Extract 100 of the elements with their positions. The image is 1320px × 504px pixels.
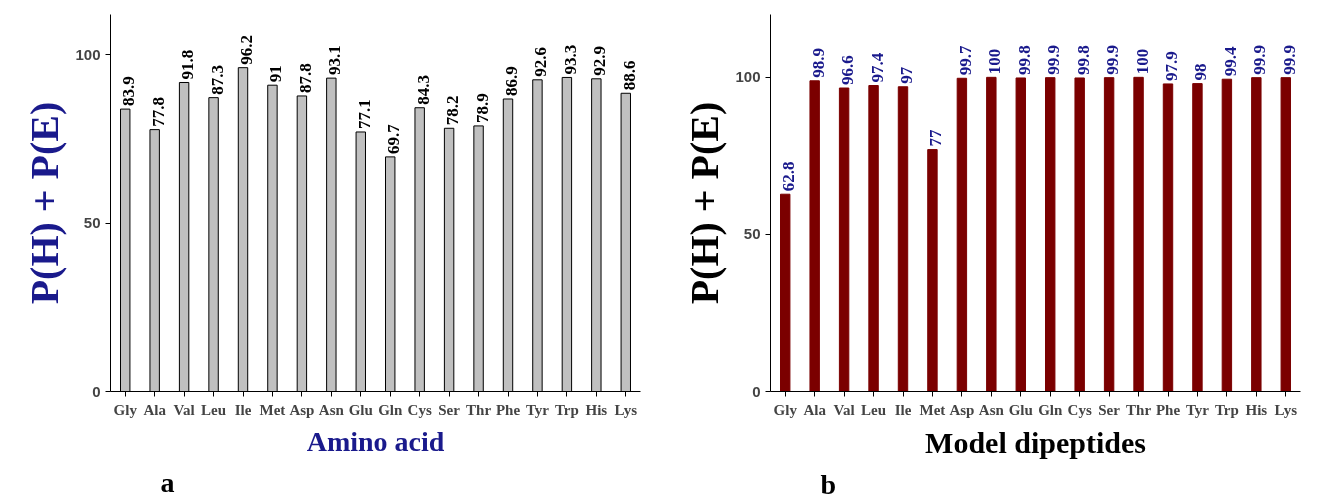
data-label: 92.6 [531,47,551,77]
x-tick-label: Leu [201,401,227,418]
data-label: 99.7 [955,45,975,76]
bar [1192,83,1203,392]
data-label: 88.6 [619,60,639,91]
bar [927,149,938,392]
y-tick-label: 0 [92,382,101,400]
y-tick-label: 50 [743,225,761,243]
y-tick-label: 50 [83,214,101,232]
data-label: 99.4 [1220,45,1240,77]
data-label: 99.8 [1014,45,1034,75]
x-tick-label: Trp [554,401,579,418]
data-label: 91 [266,65,286,83]
data-label: 77.1 [354,99,374,129]
data-label: 93.1 [325,45,345,76]
x-tick-label: Phe [495,401,521,418]
data-label: 99.9 [1279,44,1299,75]
data-label: 91.8 [178,49,198,80]
y-tick-label: 0 [752,382,761,400]
bar [956,77,968,392]
data-label: 96.6 [838,55,858,86]
x-tick-label: Val [833,401,855,418]
data-label: 97.4 [867,52,887,83]
x-tick-label: Ala [143,401,167,418]
data-label: 93.3 [560,44,580,75]
data-label: 62.8 [779,161,799,192]
data-label: 87.8 [295,63,315,93]
data-label: 99.9 [1044,44,1064,75]
x-tick-label: Ile [234,401,252,418]
data-label: 78.2 [443,95,463,126]
x-tick-label: Phe [1155,401,1181,418]
bar [1162,83,1174,392]
x-tick-label: Gln [378,401,403,418]
x-tick-label: Tyr [525,401,550,418]
bar [1133,76,1144,392]
x-tick-label: Ser [1098,401,1121,418]
bar [1074,77,1085,392]
bar [1103,77,1115,392]
data-label: 77 [926,129,946,147]
x-tick-label: Gln [1038,401,1063,418]
data-label: 99.9 [1250,44,1270,75]
x-tick-label: Tyr [1185,401,1210,418]
x-tick-label: Leu [861,401,887,418]
x-tick-label: Asn [318,401,345,418]
data-label: 97 [897,66,916,84]
bar [986,76,997,392]
x-tick-label: Gly [773,401,798,418]
x-tick-label: Ile [894,401,912,418]
y-tick-label: 100 [75,45,101,63]
x-tick-label: Thr [466,401,492,418]
x-tick-label: Cys [407,401,432,418]
y-tick-label: 100 [735,68,761,86]
bar [868,85,879,392]
data-label: 98.9 [808,48,828,78]
data-label: 92.9 [590,46,610,76]
x-tick-label: Trp [1214,401,1239,418]
x-tick-label: Lys [614,401,638,418]
x-tick-label: His [585,401,608,418]
x-tick-label: Glu [1008,401,1033,418]
x-tick-label: Met [919,401,946,418]
bar [780,193,791,392]
data-label: 84.3 [413,74,433,105]
x-tick-label: Ala [803,401,827,418]
data-label: 86.9 [502,66,521,96]
x-axis-title: Model dipeptides [925,425,1146,459]
y-axis-title: P(H) + P(E) [682,101,728,305]
bar [1251,77,1262,392]
y-axis-title: P(H) + P(E) [22,101,68,305]
data-label: 100 [985,48,1005,75]
data-label: 97.9 [1162,51,1181,81]
bar [1280,77,1291,392]
data-label: 69.7 [384,123,404,154]
bar [809,80,820,392]
x-tick-label: Lys [1274,401,1298,418]
bar [897,86,909,392]
data-label: 100 [1132,48,1152,75]
bar [1045,77,1056,392]
bar [1015,77,1026,392]
x-tick-label: Ser [438,401,461,418]
bar [838,87,850,392]
data-label: 99.8 [1073,45,1093,75]
x-tick-label: Asp [949,401,975,418]
x-tick-label: Val [173,401,195,418]
data-label: 98 [1191,63,1211,81]
bar [1221,78,1233,392]
x-tick-label: His [1245,401,1268,418]
x-axis-title: Amino acid [306,425,445,457]
text: b [820,468,837,500]
data-label: 87.3 [207,64,227,95]
x-tick-label: Met [259,401,286,418]
data-label: 78.9 [472,93,492,123]
x-tick-label: Thr [1126,401,1152,418]
x-tick-label: Asn [978,401,1005,418]
x-tick-label: Glu [348,401,373,418]
data-label: 83.9 [119,76,139,107]
x-tick-label: Gly [113,401,138,418]
data-label: 77.8 [148,96,168,127]
data-label: 99.9 [1103,44,1123,75]
x-tick-label: Cys [1067,401,1092,418]
x-tick-label: Asp [289,401,315,418]
